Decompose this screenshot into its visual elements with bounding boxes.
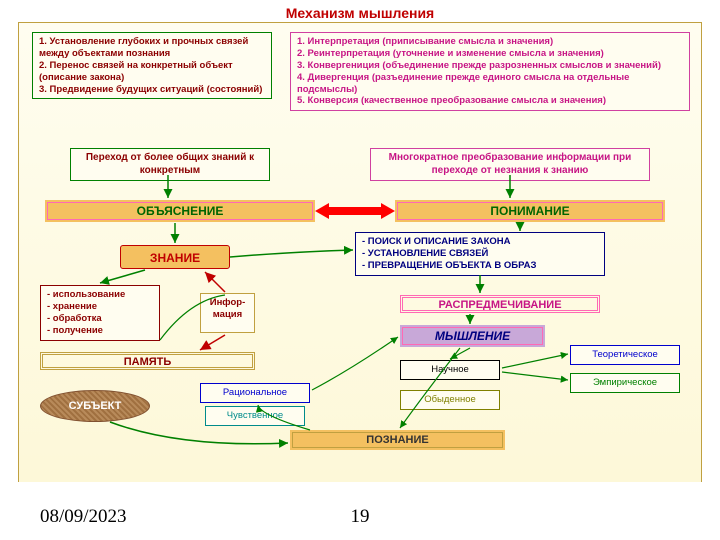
box-empirical: Эмпирическое (570, 373, 680, 393)
text: 2. Реинтерпретация (уточнение и изменени… (297, 48, 604, 59)
bar-cognition: ПОЗНАНИЕ (290, 430, 505, 450)
bar-knowledge: ЗНАНИЕ (120, 245, 230, 269)
box-usage: - использование - хранение - обработка -… (40, 285, 160, 341)
text: 1. Установление глубоких и прочных связе… (39, 36, 248, 59)
box-general-to-specific: Переход от более общих знаний к конкретн… (70, 148, 270, 181)
text: 1. Интерпретация (приписывание смысла и … (297, 36, 553, 47)
text: - УСТАНОВЛЕНИЕ СВЯЗЕЙ (362, 248, 488, 259)
box-deep-links: 1. Установление глубоких и прочных связе… (32, 32, 272, 99)
bar-explanation: ОБЪЯСНЕНИЕ (45, 200, 315, 222)
text: 2. Перенос связей на конкретный объект (… (39, 60, 233, 83)
oval-subject: СУБЪЕКТ (40, 390, 150, 422)
text: - использование (47, 289, 125, 300)
slide-title: Механизм мышления (0, 5, 720, 21)
bar-thinking: МЫШЛЕНИЕ (400, 325, 545, 347)
arrow-explain-understand (315, 198, 395, 224)
box-theoretical: Теоретическое (570, 345, 680, 365)
text: 3. Конвергениция (объединение прежде раз… (297, 60, 661, 71)
text: 5. Конверсия (качественное преобразовани… (297, 95, 606, 106)
text: - обработка (47, 313, 102, 324)
box-science: Научное (400, 360, 500, 380)
slide-number: 19 (351, 506, 370, 528)
bar-raspred: РАСПРЕДМЕЧИВАНИЕ (400, 295, 600, 313)
box-sensual: Чувственное (205, 406, 305, 426)
text: - ПОИСК И ОПИСАНИЕ ЗАКОНА (362, 236, 511, 247)
bar-memory: ПАМЯТЬ (40, 352, 255, 370)
text: - ПРЕВРАЩЕНИЕ ОБЪЕКТА В ОБРАЗ (362, 260, 536, 271)
text: - хранение (47, 301, 97, 312)
text: 4. Дивергенция (разъединение прежде един… (297, 72, 629, 95)
box-interpretation: 1. Интерпретация (приписывание смысла и … (290, 32, 690, 111)
bar-understanding: ПОНИМАНИЕ (395, 200, 665, 222)
text: - получение (47, 325, 103, 336)
text: 3. Предвидение будущих ситуаций (состоян… (39, 84, 262, 95)
box-information: Инфор- мация (200, 293, 255, 333)
box-everyday: Обыденное (400, 390, 500, 410)
box-multi-transform: Многократное преобразование информации п… (370, 148, 650, 181)
box-rational: Рациональное (200, 383, 310, 403)
box-law-search: - ПОИСК И ОПИСАНИЕ ЗАКОНА - УСТАНОВЛЕНИЕ… (355, 232, 605, 276)
slide-date: 08/09/2023 (40, 506, 127, 528)
